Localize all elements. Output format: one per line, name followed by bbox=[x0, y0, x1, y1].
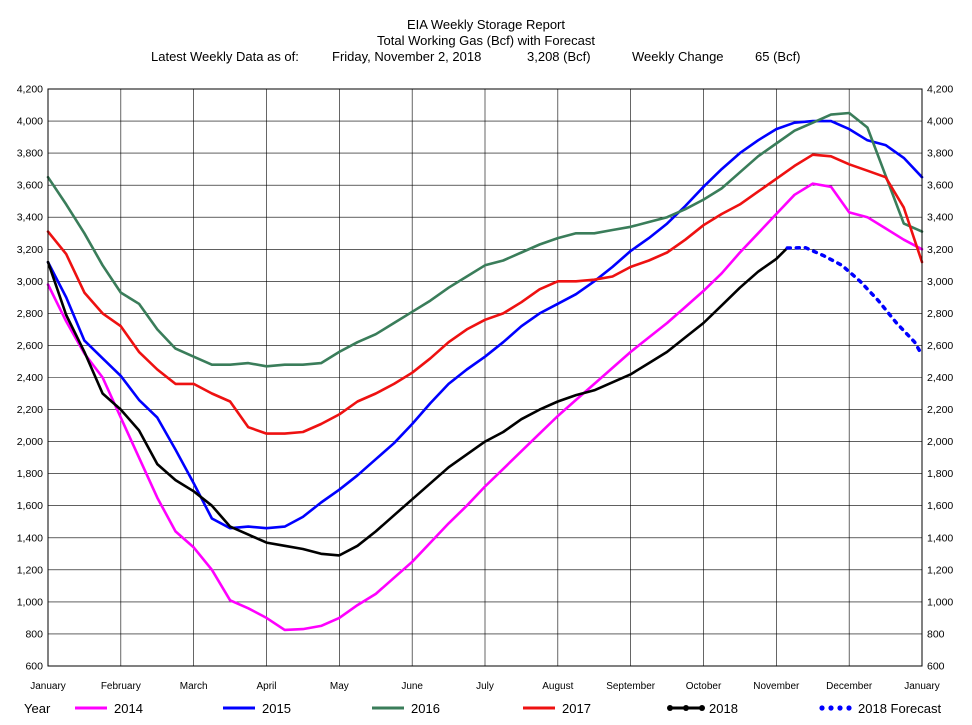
x-tick-label: January bbox=[904, 681, 940, 692]
y-tick-label-left: 3,200 bbox=[17, 244, 43, 256]
legend-marker-2018 bbox=[683, 705, 689, 711]
y-tick-label-left: 3,000 bbox=[17, 276, 43, 288]
y-tick-label-left: 1,400 bbox=[17, 532, 43, 544]
legend-label-2018: 2018 bbox=[709, 701, 738, 716]
series-line-2018-forecast bbox=[785, 245, 924, 357]
y-tick-label-right: 600 bbox=[927, 661, 945, 673]
y-tick-label-right: 4,200 bbox=[927, 84, 953, 96]
y-tick-label-right: 2,400 bbox=[927, 372, 953, 384]
y-tick-label-left: 1,800 bbox=[17, 468, 43, 480]
x-tick-label: November bbox=[753, 681, 800, 692]
y-tick-label-right: 2,200 bbox=[927, 404, 953, 416]
y-tick-label-right: 3,600 bbox=[927, 180, 953, 192]
series-line-2014 bbox=[46, 182, 924, 632]
y-tick-label-right: 1,000 bbox=[927, 596, 953, 608]
series-line-2016 bbox=[46, 111, 924, 368]
weekly-change-label: Weekly Change bbox=[632, 49, 724, 64]
x-tick-label: October bbox=[686, 681, 722, 692]
y-tick-label-left: 2,000 bbox=[17, 436, 43, 448]
y-tick-label-right: 1,400 bbox=[927, 532, 953, 544]
legend-label-2017: 2017 bbox=[562, 701, 591, 716]
y-tick-label-right: 1,800 bbox=[927, 468, 953, 480]
y-tick-label-left: 3,600 bbox=[17, 180, 43, 192]
legend-label-2016: 2016 bbox=[411, 701, 440, 716]
weekly-change-value: 65 (Bcf) bbox=[755, 49, 801, 64]
legend-swatch-dot-2018-forecast bbox=[837, 705, 843, 711]
x-tick-label: May bbox=[330, 681, 349, 692]
x-tick-label: June bbox=[401, 681, 423, 692]
y-tick-label-right: 2,000 bbox=[927, 436, 953, 448]
x-tick-label: December bbox=[826, 681, 873, 692]
legend-swatch-dot-2018-forecast bbox=[819, 705, 825, 711]
x-tick-label: January bbox=[30, 681, 66, 692]
y-tick-label-left: 1,000 bbox=[17, 596, 43, 608]
y-tick-label-right: 1,600 bbox=[927, 500, 953, 512]
legend-label-2018-forecast: 2018 Forecast bbox=[858, 701, 941, 716]
series-line-2015 bbox=[46, 119, 924, 530]
legend-marker-2018 bbox=[667, 705, 673, 711]
series-layer bbox=[46, 111, 924, 632]
y-tick-label-left: 800 bbox=[25, 628, 43, 640]
legend-swatch-dot-2018-forecast bbox=[846, 705, 852, 711]
chart-title-line2: Total Working Gas (Bcf) with Forecast bbox=[377, 33, 595, 48]
legend-label-2014: 2014 bbox=[114, 701, 143, 716]
y-tick-label-right: 1,200 bbox=[927, 564, 953, 576]
y-tick-label-right: 4,000 bbox=[927, 116, 953, 128]
x-axis: January February March April May June July Augu… bbox=[30, 681, 940, 692]
y-tick-label-right: 2,800 bbox=[927, 308, 953, 320]
y-tick-label-right: 2,600 bbox=[927, 340, 953, 352]
y-axis-left: 600 800 1,000 1,200 1,400 1,600 1,800 2,000 2,20… bbox=[17, 84, 43, 673]
y-tick-label-left: 1,200 bbox=[17, 564, 43, 576]
legend-marker-2018 bbox=[699, 705, 705, 711]
y-tick-label-left: 2,600 bbox=[17, 340, 43, 352]
y-tick-label-left: 4,000 bbox=[17, 116, 43, 128]
x-tick-label: September bbox=[606, 681, 656, 692]
x-tick-label: March bbox=[180, 681, 208, 692]
grid bbox=[47, 88, 923, 667]
series-line-2017 bbox=[46, 153, 924, 435]
y-tick-label-left: 3,800 bbox=[17, 148, 43, 160]
y-tick-label-right: 3,800 bbox=[927, 148, 953, 160]
y-tick-label-left: 2,400 bbox=[17, 372, 43, 384]
y-tick-label-left: 3,400 bbox=[17, 212, 43, 224]
x-tick-label: April bbox=[256, 681, 276, 692]
y-tick-label-left: 2,200 bbox=[17, 404, 43, 416]
y-tick-label-left: 4,200 bbox=[17, 84, 43, 96]
legend-swatch-dot-2018-forecast bbox=[828, 705, 834, 711]
latest-value: 3,208 (Bcf) bbox=[527, 49, 591, 64]
y-tick-label-right: 3,000 bbox=[927, 276, 953, 288]
chart-title-line1: EIA Weekly Storage Report bbox=[406, 17, 565, 32]
x-tick-label: February bbox=[101, 681, 141, 692]
latest-date: Friday, November 2, 2018 bbox=[332, 49, 482, 64]
y-tick-label-right: 800 bbox=[927, 628, 945, 640]
x-tick-label: July bbox=[476, 681, 494, 692]
series-line-2018 bbox=[46, 246, 789, 557]
x-tick-label: August bbox=[542, 681, 573, 692]
y-tick-label-left: 600 bbox=[25, 661, 43, 673]
y-tick-label-left: 2,800 bbox=[17, 308, 43, 320]
latest-label: Latest Weekly Data as of: bbox=[151, 49, 299, 64]
y-tick-label-left: 1,600 bbox=[17, 500, 43, 512]
legend: Year 2014 2015 2016 2017 2018 2018 Forecast bbox=[24, 701, 941, 716]
y-axis-right: 600 800 1,000 1,200 1,400 1,600 1,800 2,000 2,20… bbox=[927, 84, 953, 673]
legend-label-2015: 2015 bbox=[262, 701, 291, 716]
legend-year-label: Year bbox=[24, 701, 51, 716]
y-tick-label-right: 3,200 bbox=[927, 244, 953, 256]
y-tick-label-right: 3,400 bbox=[927, 212, 953, 224]
plot-frame bbox=[47, 88, 923, 667]
